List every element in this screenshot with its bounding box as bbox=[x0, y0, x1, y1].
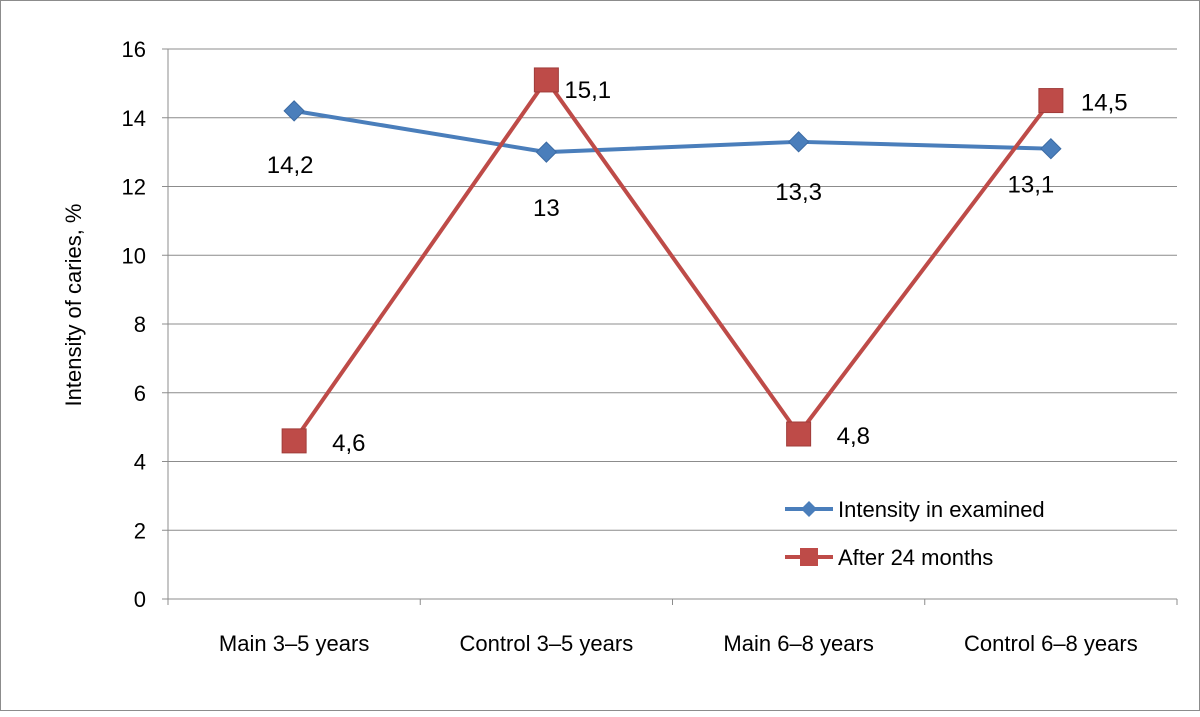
diamond-marker bbox=[535, 141, 558, 163]
data-label: 14,5 bbox=[1081, 90, 1128, 117]
x-tick-label: Control 3–5 years bbox=[460, 631, 634, 656]
x-tick-label: Main 3–5 years bbox=[219, 631, 369, 656]
x-tick-labels: Main 3–5 years Control 3–5 years Main 6–8 … bbox=[219, 631, 1138, 656]
y-tick-label: 14 bbox=[122, 106, 146, 131]
y-tick-label: 8 bbox=[134, 312, 146, 337]
legend-diamond-marker bbox=[801, 501, 817, 517]
series-line bbox=[293, 108, 1051, 155]
y-tick-labels: 0 2 4 6 8 10 12 14 16 bbox=[122, 37, 146, 612]
legend-square-marker bbox=[800, 548, 818, 566]
y-tick-label: 2 bbox=[134, 518, 146, 543]
y-tick-label: 12 bbox=[122, 175, 146, 200]
legend: Intensity in examined After 24 months bbox=[785, 497, 1045, 570]
diamond-marker bbox=[787, 131, 810, 153]
y-tick-label: 16 bbox=[122, 37, 146, 62]
y-tick-label: 4 bbox=[134, 450, 146, 475]
series-line bbox=[292, 77, 1053, 443]
data-label: 13 bbox=[533, 195, 560, 222]
legend-label: Intensity in examined bbox=[838, 497, 1045, 522]
y-tick-label: 0 bbox=[134, 587, 146, 612]
data-label: 13,1 bbox=[1008, 172, 1055, 199]
data-label: 14,2 bbox=[267, 152, 314, 179]
data-labels: 14,2 13 13,3 13,1 4,6 15,1 4,8 14,5 bbox=[267, 77, 1128, 457]
series-markers bbox=[281, 67, 1064, 454]
legend-entry: After 24 months bbox=[785, 545, 993, 570]
square-marker bbox=[1038, 88, 1064, 114]
legend-label: After 24 months bbox=[838, 545, 993, 570]
square-marker bbox=[786, 421, 812, 447]
square-marker bbox=[533, 67, 559, 93]
x-tick-label: Control 6–8 years bbox=[964, 631, 1138, 656]
y-axis-label: Intensity of caries, % bbox=[61, 204, 86, 407]
y-tick-label: 6 bbox=[134, 381, 146, 406]
data-label: 4,6 bbox=[332, 430, 365, 457]
legend-entry: Intensity in examined bbox=[785, 497, 1045, 522]
data-label: 4,8 bbox=[837, 423, 870, 450]
data-label: 13,3 bbox=[775, 179, 822, 206]
axes bbox=[162, 48, 1178, 605]
series-lines bbox=[292, 77, 1053, 443]
x-tick-label: Main 6–8 years bbox=[723, 631, 873, 656]
y-tick-label: 10 bbox=[122, 243, 146, 268]
square-marker bbox=[281, 428, 307, 454]
diamond-marker bbox=[283, 100, 305, 122]
data-label: 15,1 bbox=[564, 77, 611, 104]
diamond-marker bbox=[1040, 137, 1062, 160]
gridlines bbox=[168, 48, 1177, 531]
